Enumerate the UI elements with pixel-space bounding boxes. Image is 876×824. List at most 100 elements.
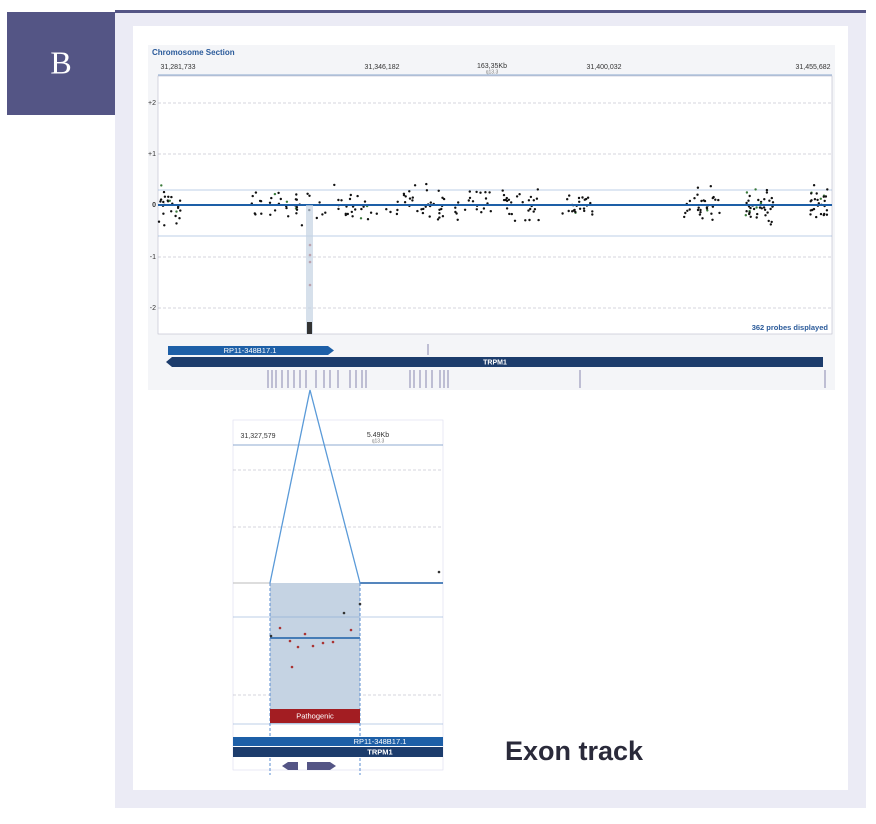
probe-dot bbox=[823, 199, 826, 203]
probe-dot bbox=[340, 199, 343, 202]
probe-dot bbox=[348, 197, 352, 201]
probe-dot bbox=[482, 207, 486, 210]
y-label: -2 bbox=[150, 305, 156, 312]
probe-dot bbox=[306, 192, 309, 195]
probe-dot bbox=[771, 201, 775, 204]
probe-dot bbox=[510, 201, 513, 204]
position-label: 31,281,733 bbox=[160, 64, 195, 71]
gene-track bbox=[233, 747, 443, 757]
probe-dot bbox=[757, 198, 760, 202]
probe-dot bbox=[269, 213, 272, 216]
probe-dot bbox=[395, 212, 399, 216]
probe-dot bbox=[755, 206, 758, 209]
probe-dot bbox=[295, 193, 298, 196]
probe-dot bbox=[529, 195, 533, 199]
probe-dot bbox=[706, 209, 709, 212]
probe-dot bbox=[683, 215, 686, 219]
probe-dot bbox=[441, 215, 445, 218]
probe-dot bbox=[436, 218, 440, 221]
probe-dot bbox=[456, 218, 459, 221]
exon-shape bbox=[282, 762, 298, 770]
track-label: RP11-348B17.1 bbox=[224, 346, 277, 355]
probe-dot bbox=[159, 200, 162, 203]
probe-dot bbox=[577, 196, 581, 200]
probe-dot bbox=[700, 199, 703, 203]
position-label: 31,400,032 bbox=[586, 64, 621, 71]
probe-dot bbox=[178, 199, 182, 202]
probe-dot bbox=[457, 201, 460, 204]
probe-dot bbox=[811, 208, 814, 212]
probe-dot bbox=[259, 200, 263, 203]
probe-dot bbox=[767, 219, 770, 223]
probe-dot bbox=[769, 223, 772, 226]
probe-dot bbox=[754, 188, 757, 191]
probe-dot bbox=[684, 211, 687, 215]
probe-dot bbox=[574, 210, 577, 214]
probe-dot bbox=[698, 213, 702, 216]
probe-dot bbox=[815, 192, 818, 195]
probe-dot bbox=[321, 213, 324, 216]
probe-dot bbox=[360, 207, 363, 211]
exon-shape bbox=[307, 762, 336, 770]
probe-dot bbox=[294, 198, 298, 201]
probe-dot bbox=[369, 211, 373, 214]
classification-label: Pathogenic bbox=[296, 711, 334, 720]
probe-dot bbox=[157, 220, 161, 223]
probe-dot bbox=[510, 212, 513, 216]
section-title: Chromosome Section bbox=[152, 48, 235, 57]
zoom-connector bbox=[269, 389, 361, 584]
probe-dot bbox=[467, 199, 470, 202]
probe-dot bbox=[404, 195, 407, 198]
position-label: 31,346,182 bbox=[364, 64, 399, 71]
probe-dot bbox=[356, 194, 359, 198]
probe-dot bbox=[351, 215, 354, 218]
probe-dot bbox=[688, 199, 692, 203]
probe-dot bbox=[583, 209, 586, 213]
probe-dot bbox=[513, 219, 517, 222]
probe-dot bbox=[758, 206, 762, 209]
probe-dot bbox=[507, 198, 511, 201]
probe-dot bbox=[428, 215, 431, 218]
probe-dot bbox=[488, 191, 491, 194]
probe-dot bbox=[359, 217, 363, 220]
probe-dot bbox=[770, 196, 773, 200]
selection bbox=[270, 583, 360, 724]
probe-dot bbox=[714, 198, 717, 201]
probe-dot bbox=[765, 191, 769, 194]
probe-dot bbox=[752, 207, 756, 211]
probe-dot bbox=[273, 192, 277, 196]
probe-dot bbox=[693, 197, 696, 200]
probe-dot bbox=[505, 199, 509, 203]
probe-dot bbox=[349, 628, 353, 632]
probe-dot bbox=[819, 212, 823, 216]
probe-dot bbox=[318, 201, 321, 204]
position-label: 163,35Kb bbox=[477, 63, 507, 70]
probe-dot bbox=[810, 192, 813, 195]
probe-dot bbox=[748, 194, 751, 198]
probe-dot bbox=[524, 219, 527, 222]
panel-badge bbox=[7, 12, 115, 115]
probe-dot bbox=[300, 224, 304, 227]
probe-dot bbox=[745, 191, 749, 194]
probe-dot bbox=[162, 200, 165, 204]
probe-dot bbox=[162, 190, 166, 194]
probe-dot bbox=[279, 197, 282, 201]
panel-rule bbox=[115, 10, 866, 13]
probe-dot bbox=[175, 222, 178, 225]
probe-dot bbox=[331, 640, 335, 644]
probe-dot bbox=[764, 214, 767, 217]
probe-dot bbox=[769, 207, 772, 211]
probe-dot bbox=[760, 207, 763, 210]
probe-dot bbox=[363, 200, 367, 203]
track-label: TRPM1 bbox=[367, 747, 392, 756]
probe-dot bbox=[816, 198, 819, 202]
probe-dot bbox=[437, 189, 440, 192]
probe-dot bbox=[747, 199, 750, 202]
probe-dot bbox=[416, 209, 419, 213]
probe-dot bbox=[529, 207, 532, 211]
probe-dot bbox=[441, 196, 444, 199]
probe-dot bbox=[527, 209, 530, 212]
probe-dot bbox=[571, 210, 574, 213]
probe-dot bbox=[471, 200, 475, 203]
probe-dot bbox=[442, 197, 446, 201]
